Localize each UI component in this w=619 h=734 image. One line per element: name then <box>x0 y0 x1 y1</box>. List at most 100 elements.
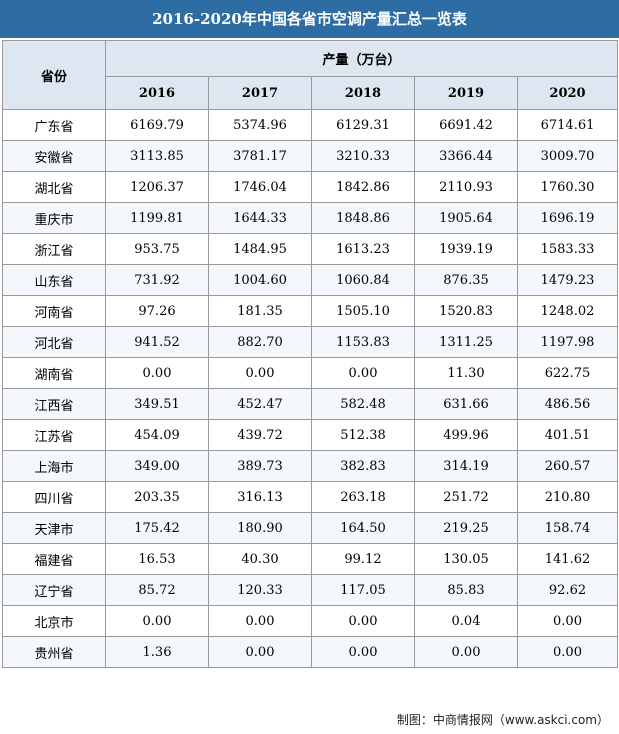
value-cell: 1505.10 <box>311 295 415 327</box>
table-row: 河北省 941.52 882.70 1153.83 1311.25 1197.98 <box>2 326 618 358</box>
table-row: 重庆市 1199.81 1644.33 1848.86 1905.64 1696.19 <box>2 202 618 234</box>
province-cell: 福建省 <box>2 543 106 575</box>
value-cell: 349.51 <box>105 388 209 420</box>
table-row: 贵州省 1.36 0.00 0.00 0.00 0.00 <box>2 636 618 668</box>
table-row: 山东省 731.92 1004.60 1060.84 876.35 1479.23 <box>2 264 618 296</box>
value-cell: 0.00 <box>105 357 209 389</box>
table-row: 安徽省 3113.85 3781.17 3210.33 3366.44 3009.70 <box>2 140 618 172</box>
value-cell: 389.73 <box>208 450 312 482</box>
table-row: 浙江省 953.75 1484.95 1613.23 1939.19 1583.33 <box>2 233 618 265</box>
value-cell: 0.00 <box>208 636 312 668</box>
value-cell: 1248.02 <box>517 295 618 327</box>
value-cell: 1842.86 <box>311 171 415 203</box>
value-cell: 3781.17 <box>208 140 312 172</box>
value-cell: 876.35 <box>414 264 518 296</box>
province-cell: 江西省 <box>2 388 106 420</box>
table-title: 2016-2020年中国各省市空调产量汇总一览表 <box>0 0 619 38</box>
table-row: 福建省 16.53 40.30 99.12 130.05 141.62 <box>2 543 618 575</box>
year-header: 2019 <box>414 76 518 110</box>
value-cell: 1004.60 <box>208 264 312 296</box>
value-cell: 314.19 <box>414 450 518 482</box>
value-cell: 3009.70 <box>517 140 618 172</box>
value-cell: 175.42 <box>105 512 209 544</box>
province-cell: 河北省 <box>2 326 106 358</box>
value-cell: 181.35 <box>208 295 312 327</box>
value-cell: 512.38 <box>311 419 415 451</box>
value-cell: 1760.30 <box>517 171 618 203</box>
province-cell: 北京市 <box>2 605 106 637</box>
province-cell: 安徽省 <box>2 140 106 172</box>
value-cell: 1905.64 <box>414 202 518 234</box>
value-cell: 251.72 <box>414 481 518 513</box>
province-cell: 重庆市 <box>2 202 106 234</box>
value-cell: 263.18 <box>311 481 415 513</box>
province-cell: 辽宁省 <box>2 574 106 606</box>
value-cell: 0.00 <box>311 357 415 389</box>
province-cell: 浙江省 <box>2 233 106 265</box>
table-row: 江苏省 454.09 439.72 512.38 499.96 401.51 <box>2 419 618 451</box>
value-cell: 1.36 <box>105 636 209 668</box>
value-cell: 401.51 <box>517 419 618 451</box>
province-cell: 天津市 <box>2 512 106 544</box>
value-cell: 382.83 <box>311 450 415 482</box>
value-cell: 1206.37 <box>105 171 209 203</box>
province-cell: 湖北省 <box>2 171 106 203</box>
value-cell: 941.52 <box>105 326 209 358</box>
value-cell: 0.00 <box>517 636 618 668</box>
value-cell: 1484.95 <box>208 233 312 265</box>
value-cell: 6714.61 <box>517 109 618 141</box>
value-cell: 3366.44 <box>414 140 518 172</box>
value-cell: 11.30 <box>414 357 518 389</box>
value-cell: 1520.83 <box>414 295 518 327</box>
value-cell: 0.00 <box>517 605 618 637</box>
province-cell: 江苏省 <box>2 419 106 451</box>
table-row: 河南省 97.26 181.35 1505.10 1520.83 1248.02 <box>2 295 618 327</box>
value-cell: 0.04 <box>414 605 518 637</box>
value-cell: 1644.33 <box>208 202 312 234</box>
value-cell: 1746.04 <box>208 171 312 203</box>
table-row: 江西省 349.51 452.47 582.48 631.66 486.56 <box>2 388 618 420</box>
value-cell: 203.35 <box>105 481 209 513</box>
value-cell: 5374.96 <box>208 109 312 141</box>
value-cell: 85.83 <box>414 574 518 606</box>
value-cell: 1696.19 <box>517 202 618 234</box>
province-cell: 广东省 <box>2 109 106 141</box>
value-cell: 454.09 <box>105 419 209 451</box>
value-cell: 1060.84 <box>311 264 415 296</box>
table-row: 四川省 203.35 316.13 263.18 251.72 210.80 <box>2 481 618 513</box>
province-cell: 贵州省 <box>2 636 106 668</box>
value-cell: 499.96 <box>414 419 518 451</box>
table-row: 上海市 349.00 389.73 382.83 314.19 260.57 <box>2 450 618 482</box>
year-header: 2016 <box>105 76 209 110</box>
table-row: 广东省 6169.79 5374.96 6129.31 6691.42 6714.61 <box>2 109 618 141</box>
value-cell: 130.05 <box>414 543 518 575</box>
value-cell: 3210.33 <box>311 140 415 172</box>
value-cell: 1583.33 <box>517 233 618 265</box>
source-credit: 制图：中商情报网（www.askci.com） <box>396 713 609 727</box>
value-cell: 158.74 <box>517 512 618 544</box>
value-cell: 99.12 <box>311 543 415 575</box>
value-cell: 6169.79 <box>105 109 209 141</box>
value-cell: 349.00 <box>105 450 209 482</box>
value-cell: 0.00 <box>311 636 415 668</box>
value-cell: 6129.31 <box>311 109 415 141</box>
value-cell: 0.00 <box>311 605 415 637</box>
value-cell: 953.75 <box>105 233 209 265</box>
value-cell: 260.57 <box>517 450 618 482</box>
value-cell: 439.72 <box>208 419 312 451</box>
table-row: 湖南省 0.00 0.00 0.00 11.30 622.75 <box>2 357 618 389</box>
table-body: 广东省 6169.79 5374.96 6129.31 6691.42 6714.61 安徽… <box>2 109 618 668</box>
unit-header: 产量（万台） <box>105 40 618 77</box>
table-row: 北京市 0.00 0.00 0.00 0.04 0.00 <box>2 605 618 637</box>
value-cell: 85.72 <box>105 574 209 606</box>
value-cell: 1311.25 <box>414 326 518 358</box>
value-cell: 2110.93 <box>414 171 518 203</box>
value-cell: 180.90 <box>208 512 312 544</box>
value-cell: 219.25 <box>414 512 518 544</box>
value-cell: 92.62 <box>517 574 618 606</box>
production-table: 省份 产量（万台） 2016 2017 2018 2019 2020 广东省 61… <box>2 40 618 668</box>
value-cell: 1848.86 <box>311 202 415 234</box>
value-cell: 6691.42 <box>414 109 518 141</box>
table-row: 天津市 175.42 180.90 164.50 219.25 158.74 <box>2 512 618 544</box>
value-cell: 0.00 <box>208 357 312 389</box>
